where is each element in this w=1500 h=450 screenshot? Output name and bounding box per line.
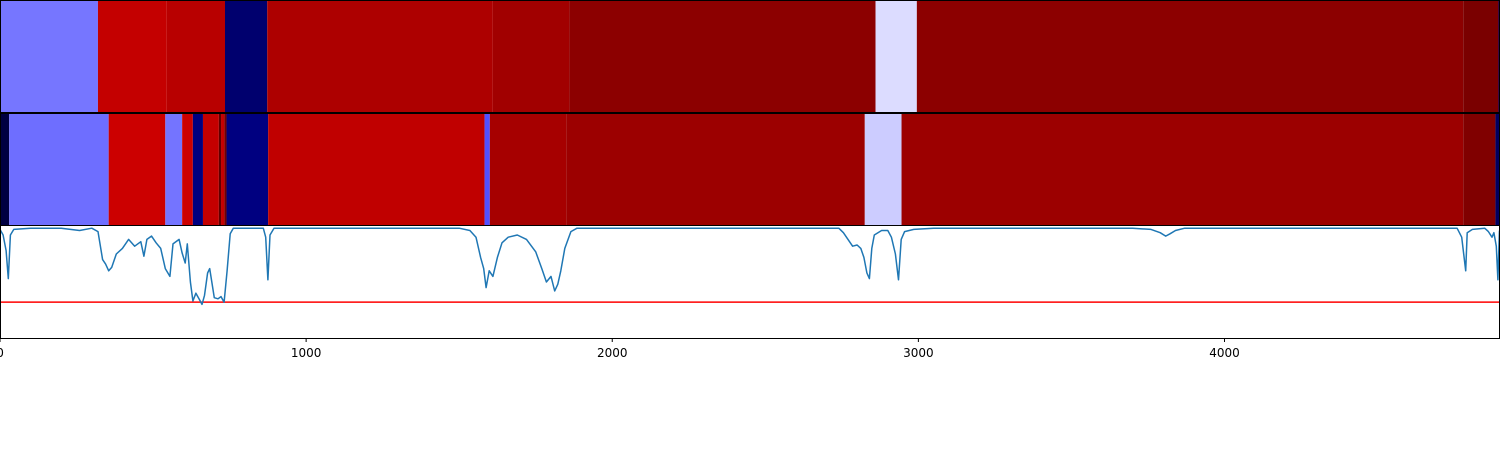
middle-band-segment-14: [566, 113, 865, 226]
top-band-segment-1: [97, 0, 167, 113]
top-band-segment-5: [492, 0, 570, 113]
middle-band-segment-10: [226, 113, 269, 226]
top-band-segment-6: [569, 0, 876, 113]
bottom-line-plot: [0, 227, 1500, 306]
top-heatmap-band: [0, 0, 1500, 113]
middle-band-segment-8: [221, 113, 225, 226]
x-tick-label-4: 4000: [1209, 346, 1240, 360]
top-band-segment-3: [225, 0, 268, 113]
x-tick-label-1: 1000: [291, 346, 322, 360]
middle-band-segment-3: [165, 113, 183, 226]
middle-band-segment-12: [484, 113, 490, 226]
top-band-segment-4: [267, 0, 493, 113]
middle-band-segment-6: [202, 113, 219, 226]
middle-band-segment-1: [9, 113, 109, 226]
x-tick-label-2: 2000: [597, 346, 628, 360]
top-band-segment-8: [916, 0, 1464, 113]
top-band-segment-2: [166, 0, 225, 113]
middle-band-segment-11: [268, 113, 485, 226]
middle-band-segment-5: [192, 113, 203, 226]
middle-band-segment-15: [864, 113, 902, 226]
middle-band-segment-17: [1463, 113, 1496, 226]
middle-heatmap-band: [0, 113, 1500, 226]
middle-band-segment-7: [218, 113, 222, 226]
middle-band-segment-2: [108, 113, 166, 226]
middle-band-segment-13: [489, 113, 567, 226]
middle-band-segment-16: [901, 113, 1464, 226]
middle-band-segment-18: [1495, 113, 1500, 226]
x-axis: 0 1000 2000 3000 4000: [0, 338, 1240, 360]
top-band-segment-9: [1463, 0, 1499, 113]
x-tick-label-0: 0: [0, 346, 4, 360]
middle-band-segment-9: [224, 113, 227, 226]
middle-band-segment-4: [182, 113, 193, 226]
middle-band-segment-0: [0, 113, 10, 226]
top-band-segment-0: [0, 0, 98, 113]
top-band-segment-7: [875, 0, 917, 113]
series-line-0: [0, 227, 1500, 306]
x-tick-label-3: 3000: [903, 346, 934, 360]
